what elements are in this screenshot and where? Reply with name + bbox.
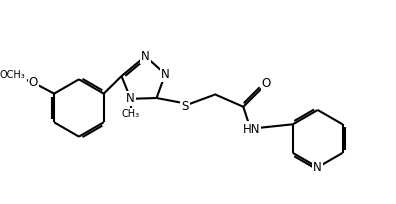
Text: N: N xyxy=(313,161,322,174)
Text: O: O xyxy=(262,77,271,90)
Text: HN: HN xyxy=(242,123,260,136)
Text: OCH₃: OCH₃ xyxy=(0,70,26,80)
Text: N: N xyxy=(126,92,135,105)
Text: N: N xyxy=(141,50,150,63)
Text: N: N xyxy=(161,68,169,81)
Text: CH₃: CH₃ xyxy=(122,109,140,119)
Text: O: O xyxy=(29,76,38,89)
Text: S: S xyxy=(181,100,189,113)
